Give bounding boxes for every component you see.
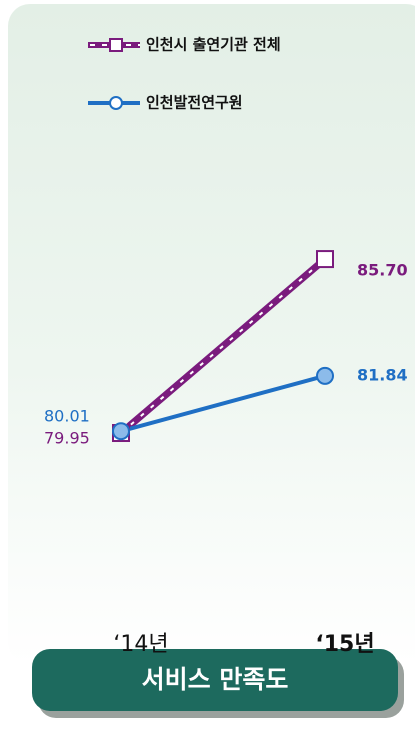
marker [316, 250, 334, 269]
panel [8, 4, 415, 664]
value-label: 85.70 [357, 261, 408, 280]
series-line [120, 373, 326, 434]
legend-marker [109, 38, 123, 52]
button-label: 서비스 만족도 [142, 665, 289, 694]
value-label: 81.84 [357, 365, 408, 384]
value-label: 79.95 [44, 429, 90, 448]
x-tick-label: ‘14년 [113, 632, 168, 657]
legend-marker [109, 96, 123, 110]
marker [112, 422, 130, 441]
marker [316, 366, 334, 385]
value-label: 80.01 [44, 407, 90, 426]
legend-label: 인천시 출연기관 전체 [146, 36, 281, 54]
series-line-dash [120, 258, 326, 434]
x-tick-label: ‘15년 [315, 632, 374, 657]
button [32, 649, 398, 711]
legend-label: 인천발전연구원 [146, 94, 243, 112]
